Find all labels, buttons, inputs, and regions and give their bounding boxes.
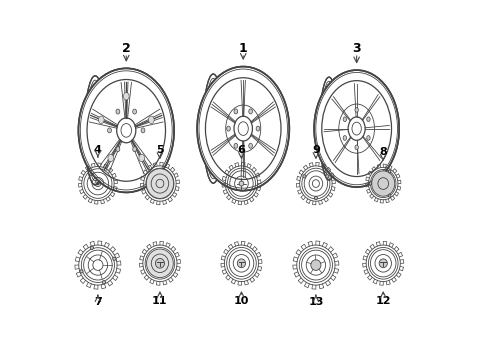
- Ellipse shape: [343, 136, 346, 140]
- Ellipse shape: [303, 175, 306, 178]
- Text: 9: 9: [312, 145, 320, 155]
- Ellipse shape: [113, 257, 116, 261]
- Ellipse shape: [90, 246, 94, 249]
- Text: 4: 4: [94, 145, 102, 155]
- Ellipse shape: [197, 67, 289, 191]
- Ellipse shape: [367, 117, 370, 122]
- Ellipse shape: [203, 74, 223, 183]
- Ellipse shape: [85, 76, 106, 185]
- Ellipse shape: [372, 171, 395, 196]
- Ellipse shape: [249, 143, 252, 148]
- Ellipse shape: [249, 109, 252, 114]
- Ellipse shape: [141, 128, 145, 133]
- Ellipse shape: [389, 170, 391, 173]
- Ellipse shape: [108, 154, 114, 162]
- Text: 8: 8: [379, 147, 387, 157]
- Ellipse shape: [80, 270, 83, 273]
- Ellipse shape: [133, 147, 137, 152]
- Ellipse shape: [97, 182, 99, 185]
- Ellipse shape: [123, 93, 129, 100]
- Ellipse shape: [116, 147, 120, 152]
- Ellipse shape: [227, 126, 230, 131]
- Ellipse shape: [108, 128, 111, 133]
- Ellipse shape: [319, 77, 339, 180]
- Text: 3: 3: [352, 42, 361, 55]
- Text: 13: 13: [308, 297, 323, 307]
- Text: 6: 6: [238, 145, 245, 155]
- Ellipse shape: [379, 259, 387, 268]
- Ellipse shape: [116, 109, 120, 114]
- Ellipse shape: [326, 175, 329, 178]
- Ellipse shape: [139, 154, 145, 162]
- Text: 7: 7: [94, 297, 102, 307]
- Ellipse shape: [148, 116, 154, 123]
- Text: 10: 10: [234, 296, 249, 306]
- Ellipse shape: [133, 109, 137, 114]
- Ellipse shape: [237, 259, 245, 268]
- Text: 12: 12: [375, 296, 391, 306]
- Ellipse shape: [355, 108, 358, 112]
- Ellipse shape: [256, 126, 260, 131]
- Text: 5: 5: [156, 145, 164, 155]
- Ellipse shape: [389, 194, 391, 197]
- Ellipse shape: [234, 143, 238, 148]
- Ellipse shape: [343, 117, 346, 122]
- Ellipse shape: [147, 249, 173, 278]
- Ellipse shape: [234, 109, 238, 114]
- Ellipse shape: [239, 181, 244, 186]
- Ellipse shape: [78, 68, 174, 192]
- Ellipse shape: [155, 258, 165, 268]
- Ellipse shape: [367, 136, 370, 140]
- Text: 2: 2: [122, 42, 131, 55]
- Ellipse shape: [355, 145, 358, 150]
- Ellipse shape: [314, 70, 399, 187]
- Ellipse shape: [98, 116, 104, 123]
- Text: 11: 11: [152, 296, 168, 306]
- Ellipse shape: [369, 182, 372, 185]
- Ellipse shape: [311, 260, 321, 270]
- Ellipse shape: [102, 280, 105, 284]
- Text: 1: 1: [239, 42, 247, 55]
- Ellipse shape: [147, 168, 173, 198]
- Ellipse shape: [314, 196, 318, 200]
